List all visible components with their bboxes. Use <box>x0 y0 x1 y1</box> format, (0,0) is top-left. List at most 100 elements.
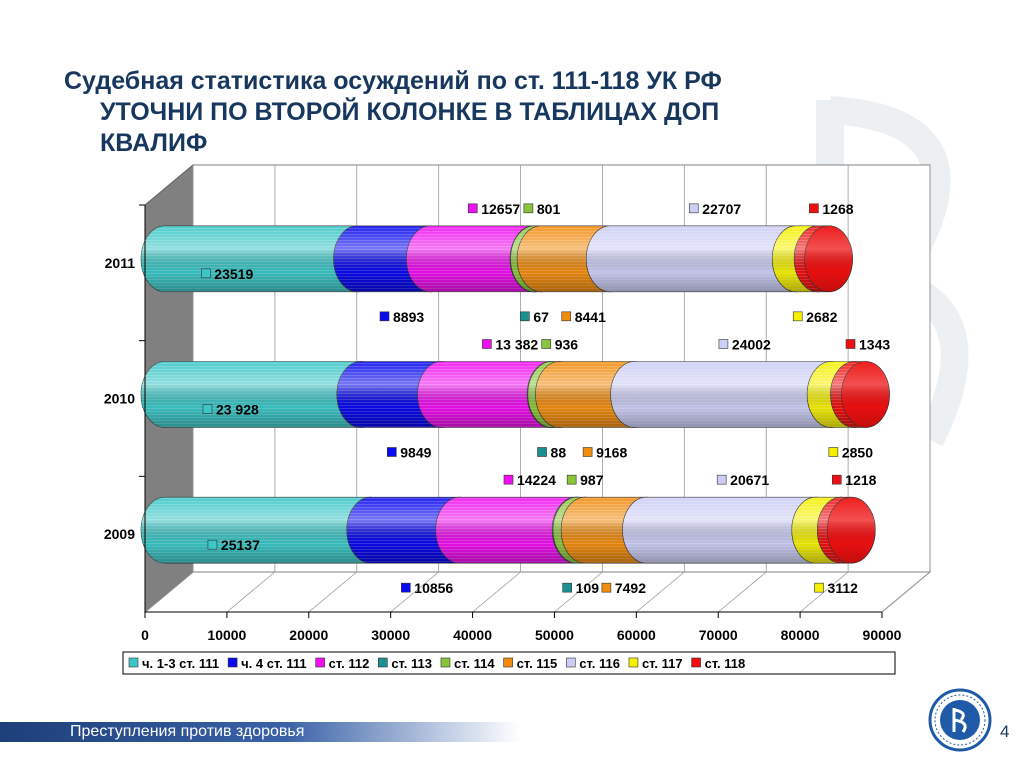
data-label-swatch <box>718 339 729 349</box>
data-label-text: 801 <box>537 201 561 217</box>
data-label-text: 9849 <box>400 445 431 461</box>
gridline-floor <box>308 571 358 613</box>
legend-item: ст. 113 <box>378 656 432 671</box>
gridline-floor <box>636 571 685 613</box>
category-label: 2009 <box>104 526 135 542</box>
data-label-text: 2850 <box>842 445 873 461</box>
data-label-swatch <box>566 474 577 485</box>
bar-shade <box>141 361 385 428</box>
x-tick-label: 60000 <box>617 627 656 643</box>
legend-swatch <box>503 657 513 668</box>
page-title: Судебная статистика осуждений по ст. 111… <box>64 66 844 159</box>
bar-shade <box>140 497 395 564</box>
data-labels-layer: 23519 8893 12657 67 801 8441 22707 2682 1268 23 9… <box>200 201 890 596</box>
data-label-text: 23519 <box>214 266 253 282</box>
data-label-text: 109 <box>576 580 600 596</box>
data-label: 13 382 <box>482 337 538 353</box>
legend-item: ст. 116 <box>565 656 620 671</box>
data-label-swatch <box>537 447 547 457</box>
gridline-floor <box>226 571 276 613</box>
bar-segment <box>610 361 856 428</box>
data-label: 20671 <box>716 472 769 488</box>
legend-item: ст. 117 <box>628 656 683 671</box>
data-label-text: 67 <box>533 309 549 325</box>
data-label: 3112 <box>814 580 859 596</box>
legend-item: ст. 118 <box>691 656 746 671</box>
data-label: 23519 <box>200 266 253 282</box>
data-label: 88 <box>537 445 567 461</box>
legend-item: ст. 115 <box>503 656 558 671</box>
legend-label: ч. 1-3 ст. 111 <box>142 656 219 671</box>
bar-segment <box>793 225 853 293</box>
data-label-swatch <box>831 474 842 485</box>
legend-label: ст. 117 <box>642 656 683 671</box>
data-label-text: 2682 <box>806 309 837 325</box>
legend-label: ст. 118 <box>705 656 746 671</box>
category-label: 2011 <box>105 255 136 271</box>
legend-swatch <box>128 657 139 668</box>
gridline-floor <box>472 571 521 613</box>
data-label-text: 25137 <box>221 537 260 553</box>
data-label: 25137 <box>207 537 260 553</box>
data-label-swatch <box>400 582 411 593</box>
legend-item: ч. 4 ст. 111 <box>227 656 307 671</box>
x-tick-label: 30000 <box>371 627 410 643</box>
data-label: 2682 <box>792 309 838 325</box>
legend-label: ст. 115 <box>517 656 558 671</box>
data-label-text: 7492 <box>615 580 646 596</box>
data-label-swatch <box>582 447 593 457</box>
data-label-text: 936 <box>555 337 579 353</box>
bar-shade <box>586 225 821 292</box>
page-number: 4 <box>1000 722 1010 741</box>
data-label-swatch <box>814 582 824 593</box>
data-label-swatch <box>202 404 213 414</box>
data-label-text: 13 382 <box>495 337 538 353</box>
bar-end-cap-shade <box>827 497 876 564</box>
data-label: 109 <box>562 580 600 596</box>
legend-label: ст. 112 <box>329 656 370 671</box>
legend-swatch <box>378 657 388 668</box>
x-tick-label: 40000 <box>453 627 492 643</box>
data-label: 936 <box>541 337 579 353</box>
data-label: 8893 <box>379 309 424 325</box>
legend-swatch <box>440 657 451 668</box>
data-label-text: 14224 <box>517 472 556 488</box>
data-label: 67 <box>520 309 549 325</box>
data-label: 1218 <box>831 472 877 488</box>
data-label-swatch <box>845 339 856 349</box>
data-label-swatch <box>561 311 572 322</box>
data-label-text: 987 <box>580 472 604 488</box>
data-label-text: 88 <box>551 445 567 461</box>
hse-logo-icon <box>928 688 992 752</box>
legend-item: ст. 112 <box>315 656 370 671</box>
data-label-swatch <box>828 447 839 457</box>
data-label-text: 1343 <box>859 337 890 353</box>
data-label-swatch <box>207 539 218 550</box>
bar-segment <box>817 496 876 564</box>
bar-end-cap-shade <box>841 361 890 428</box>
gridline-floor <box>717 571 767 613</box>
data-label-swatch <box>562 582 572 593</box>
x-tick-label: 90000 <box>863 627 902 643</box>
data-label-swatch <box>523 203 534 214</box>
data-label-text: 9168 <box>596 445 627 461</box>
legend-label: ст. 114 <box>454 656 495 671</box>
legend-label: ч. 4 ст. 111 <box>241 656 307 671</box>
data-label: 9168 <box>582 445 627 461</box>
data-label-swatch <box>467 203 478 214</box>
data-label: 24002 <box>718 337 771 353</box>
data-label: 2850 <box>828 445 873 461</box>
gridline-floor <box>881 571 931 613</box>
data-label-text: 3112 <box>828 580 859 596</box>
data-label-swatch <box>716 474 727 485</box>
legend-swatch <box>691 657 701 668</box>
legend-item: ст. 114 <box>440 656 495 671</box>
category-label: 2010 <box>104 391 135 407</box>
data-label: 987 <box>566 472 604 488</box>
legend-swatch <box>565 657 576 668</box>
x-tick-label: 50000 <box>535 627 574 643</box>
bar-end-cap-shade <box>804 225 853 292</box>
data-label: 801 <box>523 201 561 217</box>
data-label: 9849 <box>386 445 432 461</box>
gridline-floor <box>390 571 439 613</box>
